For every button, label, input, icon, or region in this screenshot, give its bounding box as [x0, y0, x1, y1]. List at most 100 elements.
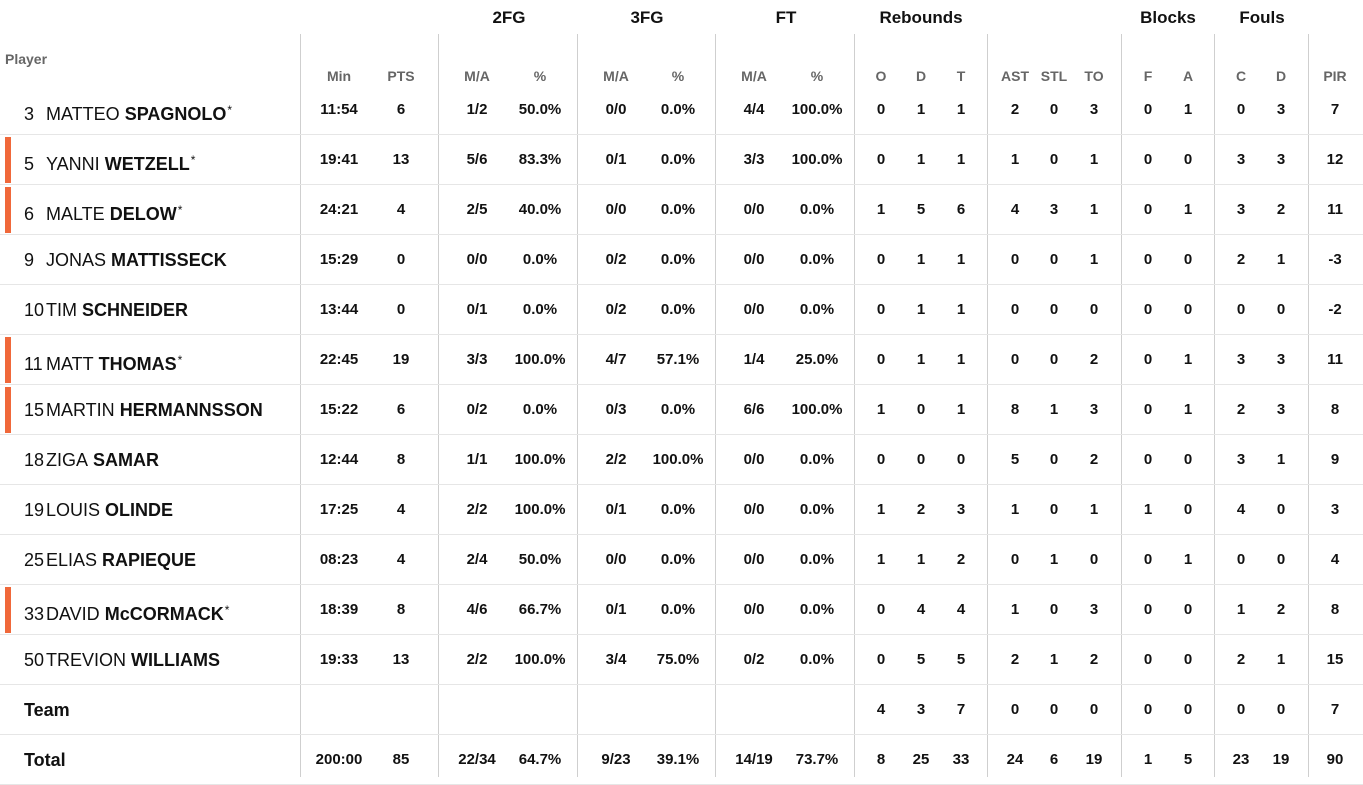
- column-header-blk-for[interactable]: F: [1143, 68, 1153, 84]
- stat-pts: 0: [396, 301, 406, 318]
- column-divider: [715, 34, 716, 777]
- stat-3fg-pct: 0.0%: [660, 151, 696, 168]
- row-divider: [0, 134, 1363, 135]
- stat-ft-made-attempted: 3/3: [743, 151, 765, 168]
- player-row[interactable]: 15 MARTIN HERMANNSSON 15:22 6 0/2 0.0% 0/3 0.0%…: [0, 385, 1363, 435]
- stat-stl: 0: [1049, 701, 1059, 718]
- stat-stl: 0: [1049, 251, 1059, 268]
- player-name-link[interactable]: 25 ELIAS RAPIEQUE: [24, 535, 196, 585]
- player-name-link[interactable]: 50 TREVION WILLIAMS: [24, 635, 220, 685]
- jersey-number: 5: [24, 154, 35, 174]
- stat-reb-off: 0: [876, 451, 886, 468]
- stat-3fg-made-attempted: 0/0: [605, 551, 627, 568]
- stat-ft-made-attempted: 4/4: [743, 101, 765, 118]
- player-row[interactable]: 3 MATTEO SPAGNOLO* 11:54 6 1/2 50.0% 0/0 0.0% 4/…: [0, 85, 1363, 135]
- stat-reb-off: 0: [876, 351, 886, 368]
- player-name-link[interactable]: 19 LOUIS OLINDE: [24, 485, 173, 535]
- player-row[interactable]: 11 MATT THOMAS* 22:45 19 3/3 100.0% 4/7 57.1% 1/…: [0, 335, 1363, 385]
- player-row[interactable]: 9 JONAS MATTISSECK 15:29 0 0/0 0.0% 0/2 0.0% 0/0…: [0, 235, 1363, 285]
- column-header-fouls-drawn[interactable]: D: [1275, 68, 1287, 84]
- column-header-reb-def[interactable]: D: [915, 68, 927, 84]
- column-header-to[interactable]: TO: [1084, 68, 1104, 84]
- column-header-pir[interactable]: PIR: [1323, 68, 1347, 84]
- column-header-reb-total[interactable]: T: [956, 68, 966, 84]
- player-row[interactable]: 19 LOUIS OLINDE 17:25 4 2/2 100.0% 0/1 0.0% 0/0 0…: [0, 485, 1363, 535]
- player-row[interactable]: 5 YANNI WETZELL* 19:41 13 5/6 83.3% 0/1 0.0% 3/3…: [0, 135, 1363, 185]
- player-name-link[interactable]: 10 TIM SCHNEIDER: [24, 285, 188, 335]
- stat-2fg-pct: 40.0%: [518, 201, 562, 218]
- stat-pts: 0: [396, 251, 406, 268]
- jersey-number: 50: [24, 650, 45, 670]
- stat-pts: 8: [396, 601, 406, 618]
- player-name-link[interactable]: 18 ZIGA SAMAR: [24, 435, 159, 485]
- player-row[interactable]: 33 DAVID McCORMACK* 18:39 8 4/6 66.7% 0/1 0.0% 0…: [0, 585, 1363, 635]
- stat-min: 19:41: [319, 151, 359, 168]
- stat-ft-made-attempted: 14/19: [735, 751, 773, 768]
- stat-reb-off: 0: [876, 301, 886, 318]
- stat-reb-total: 3: [956, 501, 966, 518]
- stat-ft-pct: 100.0%: [791, 151, 843, 168]
- stat-2fg-made-attempted: 0/0: [466, 251, 488, 268]
- stat-3fg-made-attempted: 0/2: [605, 301, 627, 318]
- player-row[interactable]: 6 MALTE DELOW* 24:21 4 2/5 40.0% 0/0 0.0% 0/0 0.0…: [0, 185, 1363, 235]
- column-header-ft-made-attempted[interactable]: M/A: [741, 68, 767, 84]
- starter-marker: *: [190, 153, 196, 167]
- column-header-3fg-made-attempted[interactable]: M/A: [603, 68, 629, 84]
- stat-pir: 7: [1330, 101, 1340, 118]
- stat-stl: 0: [1049, 151, 1059, 168]
- stat-blk-for: 0: [1143, 351, 1153, 368]
- stat-blk-for: 0: [1143, 451, 1153, 468]
- column-header-ast[interactable]: AST: [1001, 68, 1029, 84]
- column-header-pts[interactable]: PTS: [387, 68, 415, 84]
- group-header-blocks: Blocks: [1140, 8, 1196, 27]
- stat-fouls-drawn: 3: [1276, 351, 1286, 368]
- column-header-2fg-made-attempted[interactable]: M/A: [464, 68, 490, 84]
- stat-fouls-drawn: 3: [1276, 151, 1286, 168]
- column-header-fouls-committed[interactable]: C: [1235, 68, 1247, 84]
- player-name-link[interactable]: 11 MATT THOMAS*: [24, 335, 182, 385]
- stat-2fg-made-attempted: 1/2: [466, 101, 488, 118]
- player-row[interactable]: 50 TREVION WILLIAMS 19:33 13 2/2 100.0% 3/4 75.…: [0, 635, 1363, 685]
- column-header-ft-pct[interactable]: %: [810, 68, 824, 84]
- column-header-min[interactable]: Min: [326, 68, 352, 84]
- stat-2fg-made-attempted: 0/2: [466, 401, 488, 418]
- player-name-link[interactable]: 9 JONAS MATTISSECK: [24, 235, 227, 285]
- jersey-number: 15: [24, 400, 45, 420]
- player-row[interactable]: 18 ZIGA SAMAR 12:44 8 1/1 100.0% 2/2 100.0% 0/0 0…: [0, 435, 1363, 485]
- jersey-number: 9: [24, 250, 35, 270]
- last-name: HERMANNSSON: [119, 400, 263, 420]
- stat-3fg-pct: 0.0%: [660, 601, 696, 618]
- column-header-2fg-pct[interactable]: %: [533, 68, 547, 84]
- stat-reb-def: 1: [916, 101, 926, 118]
- stat-ft-made-attempted: 0/0: [743, 551, 765, 568]
- player-row[interactable]: 10 TIM SCHNEIDER 13:44 0 0/1 0.0% 0/2 0.0% 0/0 0.…: [0, 285, 1363, 335]
- player-row[interactable]: 25 ELIAS RAPIEQUE 08:23 4 2/4 50.0% 0/0 0.0% 0/0…: [0, 535, 1363, 585]
- stat-2fg-made-attempted: 2/4: [466, 551, 488, 568]
- stat-ast: 0: [1010, 251, 1020, 268]
- highlight-bar: [5, 137, 11, 183]
- player-name-link[interactable]: 33 DAVID McCORMACK*: [24, 585, 229, 635]
- stat-blk-against: 1: [1183, 351, 1193, 368]
- stat-3fg-pct: 0.0%: [660, 201, 696, 218]
- stat-ast: 0: [1010, 701, 1020, 718]
- stat-ast: 2: [1010, 651, 1020, 668]
- column-header-blk-against[interactable]: A: [1182, 68, 1194, 84]
- stat-blk-against: 0: [1183, 651, 1193, 668]
- stat-reb-off: 4: [876, 701, 886, 718]
- stat-reb-def: 0: [916, 401, 926, 418]
- player-name-link[interactable]: 6 MALTE DELOW*: [24, 185, 182, 235]
- player-name-link[interactable]: 15 MARTIN HERMANNSSON: [24, 385, 263, 435]
- jersey-number: 33: [24, 604, 45, 624]
- stat-fouls-committed: 3: [1236, 351, 1246, 368]
- column-header-stl[interactable]: STL: [1040, 68, 1068, 84]
- player-name-link[interactable]: 3 MATTEO SPAGNOLO*: [24, 85, 232, 135]
- player-name-link[interactable]: 5 YANNI WETZELL*: [24, 135, 195, 185]
- stat-blk-against: 0: [1183, 601, 1193, 618]
- column-header-reb-off[interactable]: O: [875, 68, 887, 84]
- stat-2fg-pct: 100.0%: [514, 451, 566, 468]
- stat-fouls-committed: 3: [1236, 201, 1246, 218]
- stat-stl: 1: [1049, 651, 1059, 668]
- column-header-3fg-pct[interactable]: %: [671, 68, 685, 84]
- stat-3fg-pct: 0.0%: [660, 551, 696, 568]
- last-name: OLINDE: [105, 500, 174, 520]
